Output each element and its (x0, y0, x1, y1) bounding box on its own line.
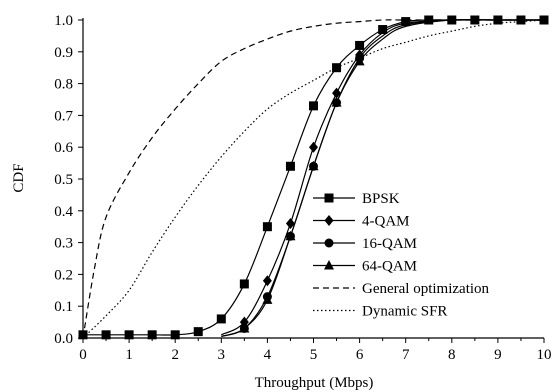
data-point (285, 230, 296, 241)
data-point (332, 87, 342, 99)
legend-label: 16-QAM (362, 236, 417, 252)
legend-entry: Dynamic SFR (313, 304, 447, 320)
x-axis-label: Throughput (Mbps) (255, 375, 374, 391)
data-point (309, 101, 318, 111)
x-tick-label: 5 (310, 347, 318, 363)
data-point (332, 63, 342, 73)
series-layer (78, 15, 549, 340)
data-point (193, 327, 203, 337)
x-tick-label: 9 (494, 347, 502, 363)
data-point (239, 322, 250, 333)
legend-marker (324, 260, 334, 270)
data-point (239, 279, 249, 289)
data-point (378, 25, 388, 35)
x-tick-label: 2 (171, 347, 179, 363)
y-tick-label: 0.0 (54, 331, 73, 347)
y-tick-label: 0.3 (54, 236, 73, 252)
x-tick-label: 6 (356, 347, 364, 363)
series-3 (221, 18, 544, 337)
data-point (331, 97, 342, 107)
data-point (216, 314, 226, 324)
legend-entry: 4-QAM (313, 214, 410, 230)
series-line (82, 19, 544, 339)
legend-marker (324, 215, 334, 226)
y-tick-label: 0.5 (54, 172, 73, 188)
y-tick-label: 0.6 (54, 140, 73, 156)
data-point (170, 330, 180, 340)
data-point (308, 160, 319, 171)
data-point (309, 141, 318, 153)
x-tick-label: 4 (264, 347, 272, 363)
data-point (124, 330, 134, 340)
axes: 0 1 2 3 4 5 6 7 8 9 10 0.0 0.1 0.2 0.3 0.4 0.5 0.6 0.7 0.8 0… (54, 13, 551, 363)
x-tick-label: 0 (79, 347, 87, 363)
data-point (147, 330, 157, 340)
x-tick-label: 1 (125, 347, 133, 363)
legend-marker (324, 193, 334, 203)
data-point (285, 161, 295, 171)
series-4 (82, 19, 544, 339)
legend-label: 64-QAM (362, 259, 417, 275)
y-tick-label: 0.7 (54, 108, 73, 124)
legend-marker (324, 238, 334, 248)
legend-label: 4-QAM (362, 214, 410, 230)
legend-label: BPSK (362, 191, 400, 207)
x-tick-label: 3 (218, 347, 226, 363)
legend-label: General optimization (362, 281, 490, 297)
data-point (355, 40, 365, 50)
x-tick-label: 10 (537, 347, 552, 363)
legend-entry: BPSK (313, 191, 400, 207)
legend-entry: General optimization (313, 281, 490, 297)
legend-entry: 16-QAM (313, 236, 417, 252)
data-point (401, 17, 411, 27)
y-tick-label: 0.4 (54, 204, 73, 220)
x-tick-label: 8 (448, 347, 456, 363)
data-point (285, 218, 295, 230)
y-axis-label: CDF (11, 163, 27, 192)
y-tick-label: 1.0 (54, 13, 73, 29)
y-tick-label: 0.8 (54, 77, 73, 93)
data-point (262, 222, 272, 232)
data-point (354, 55, 365, 66)
y-tick-label: 0.2 (54, 267, 73, 283)
legend-entry: 64-QAM (313, 259, 417, 275)
data-point (101, 330, 111, 340)
x-tick-label: 7 (402, 347, 410, 363)
legend-label: Dynamic SFR (362, 304, 447, 320)
data-point (262, 275, 272, 287)
legend: BPSK 4-QAM 16-QAM 64-QAM General optimizatio… (313, 191, 490, 320)
y-tick-label: 0.9 (54, 45, 73, 61)
data-point (262, 294, 273, 304)
y-tick-label: 0.1 (54, 299, 73, 315)
